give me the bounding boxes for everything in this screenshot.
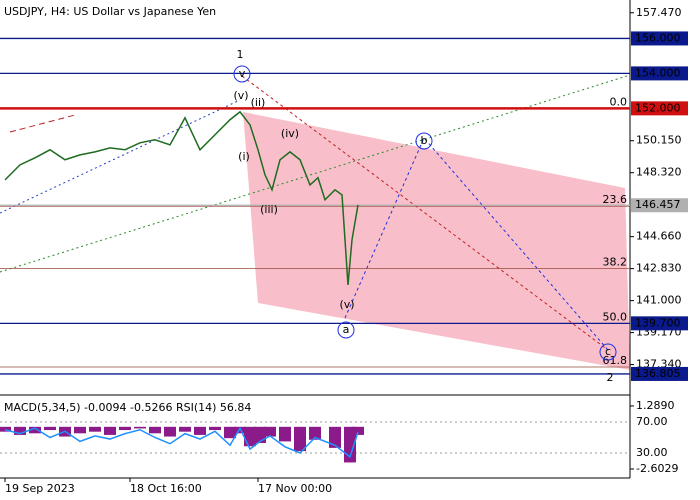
wave-label: a [343,323,350,336]
fib-label: 61.8 [603,354,628,367]
x-tick-label: 17 Nov 00:00 [258,482,332,495]
x-tick-label: 19 Sep 2023 [5,482,75,495]
y-tick-label: 148.320 [636,166,682,179]
level-box [631,316,688,331]
price-line [4,110,359,285]
y-tick-label: 1.2890 [636,399,675,412]
wave-label: b [421,134,428,147]
macd-bar [134,426,146,429]
macd-bar [119,426,131,431]
fib-label: 23.6 [603,193,628,206]
macd-bar [74,426,86,434]
wave-label: v [239,67,246,80]
y-tick-label: 150.150 [636,134,682,147]
y-tick-label: -2.6029 [636,462,678,475]
macd-bar [309,426,321,440]
macd-bar [264,426,276,437]
y2-tick-label: 30.00 [636,446,668,459]
macd-bar [352,426,364,435]
rsi-line [4,426,359,459]
macd-bar [209,426,221,431]
level-label: 146.457 [635,198,681,211]
wave-label: (ii) [251,96,266,109]
macd-bar [29,426,41,434]
macd-bar [194,426,206,435]
wave-label: (iv) [281,127,299,140]
y-tick-label: 157.470 [636,6,682,19]
trend-line [9,114,76,133]
trend-line [0,99,241,214]
level-box [631,198,688,213]
macd-bar [329,426,341,448]
level-box [631,66,688,81]
macd-bar [344,426,356,463]
level-label: 152.000 [635,101,681,114]
fib-label: 38.2 [603,256,628,269]
wave-label: (iii) [260,203,278,216]
level-label: 139.700 [635,316,681,329]
panel-title: MACD(5,34,5) -0.0094 -0.5266 RSI(14) 56.… [4,401,251,414]
wave-label: (v) [339,298,354,311]
y2-tick-label: 70.00 [636,415,668,428]
level-box [631,366,688,381]
y-tick-label: 141.000 [636,294,682,307]
level-box [631,101,688,116]
y-tick-label: 142.830 [636,262,682,275]
level-label: 136.805 [635,367,681,380]
macd-bar [164,426,176,437]
level-label: 154.000 [635,66,681,79]
macd-bar [14,426,26,435]
wave-label: (v) [233,89,248,102]
fib-label: 50.0 [603,310,628,323]
wave-label: c [605,345,611,358]
level-box [631,31,688,46]
macd-bar [89,426,101,432]
wave-label: 1 [237,48,244,61]
x-tick-label: 18 Oct 16:00 [130,482,202,495]
macd-bar [179,426,191,432]
wave-circle [337,321,355,339]
fib-label: 0.0 [610,95,628,108]
macd-bar [279,426,291,442]
macd-bar [294,426,306,452]
chart-title: USDJPY, H4: US Dollar vs Japanese Yen [4,5,216,18]
channel [243,112,630,370]
projection [241,75,609,351]
wave-circle [415,132,433,150]
macd-bar [234,426,246,434]
macd-bar [224,426,236,439]
wave-label: 2 [607,371,614,384]
wave-circle [599,343,617,361]
wave-label: (i) [238,150,250,163]
wave-circle [233,65,251,83]
macd-bar [104,426,116,435]
macd-bar [44,426,56,431]
y-tick-label: 144.660 [636,230,682,243]
level-label: 156.000 [635,31,681,44]
macd-bar [149,426,161,434]
